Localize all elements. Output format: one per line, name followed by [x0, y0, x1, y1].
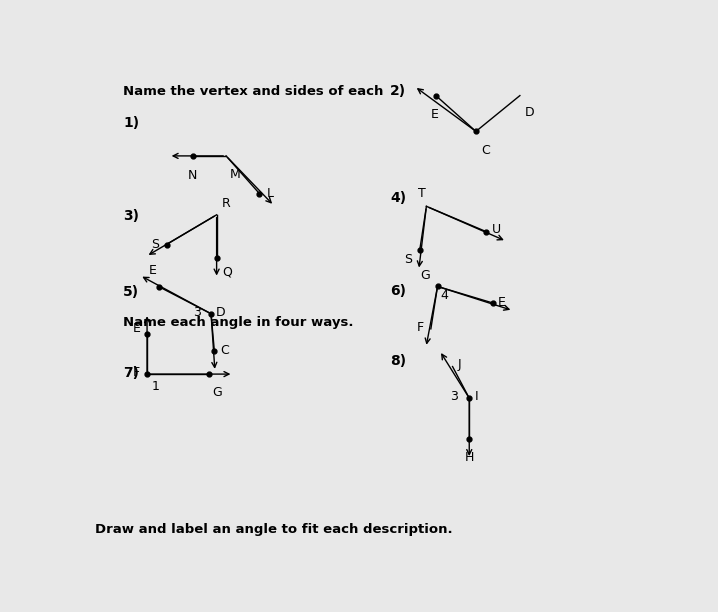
Text: 3: 3: [193, 306, 201, 319]
Text: 6): 6): [391, 284, 406, 298]
Text: Name each angle in four ways.: Name each angle in four ways.: [123, 316, 354, 329]
Text: G: G: [420, 269, 430, 282]
Text: S: S: [151, 238, 159, 251]
Text: T: T: [418, 187, 426, 200]
Text: Draw and label an angle to fit each description.: Draw and label an angle to fit each desc…: [95, 523, 453, 536]
Text: Name the vertex and sides of each: Name the vertex and sides of each: [123, 85, 383, 98]
Text: 5): 5): [123, 285, 139, 299]
Text: J: J: [457, 357, 461, 371]
Text: E: E: [149, 264, 157, 277]
Text: U: U: [492, 223, 501, 236]
Text: F: F: [133, 366, 140, 379]
Text: 7): 7): [123, 366, 139, 379]
Text: C: C: [481, 144, 490, 157]
Text: E: E: [498, 296, 506, 310]
Text: N: N: [188, 169, 197, 182]
Text: 3): 3): [123, 209, 139, 223]
Text: I: I: [475, 390, 478, 403]
Text: 4): 4): [391, 192, 406, 205]
Text: R: R: [222, 197, 231, 210]
Text: 2): 2): [391, 84, 406, 98]
Text: 4: 4: [440, 289, 448, 302]
Text: 8): 8): [391, 354, 406, 368]
Text: E: E: [431, 108, 439, 121]
Text: H: H: [465, 451, 474, 464]
Text: Q: Q: [222, 265, 232, 278]
Text: S: S: [404, 253, 412, 266]
Text: E: E: [133, 323, 141, 335]
Text: G: G: [213, 386, 222, 399]
Text: 1: 1: [152, 379, 160, 393]
Text: D: D: [524, 106, 534, 119]
Text: C: C: [220, 344, 229, 357]
Text: L: L: [266, 187, 274, 200]
Text: 1): 1): [123, 116, 139, 130]
Text: F: F: [416, 321, 424, 334]
Text: D: D: [215, 306, 225, 319]
Text: M: M: [230, 168, 241, 181]
Text: 3: 3: [450, 390, 458, 403]
